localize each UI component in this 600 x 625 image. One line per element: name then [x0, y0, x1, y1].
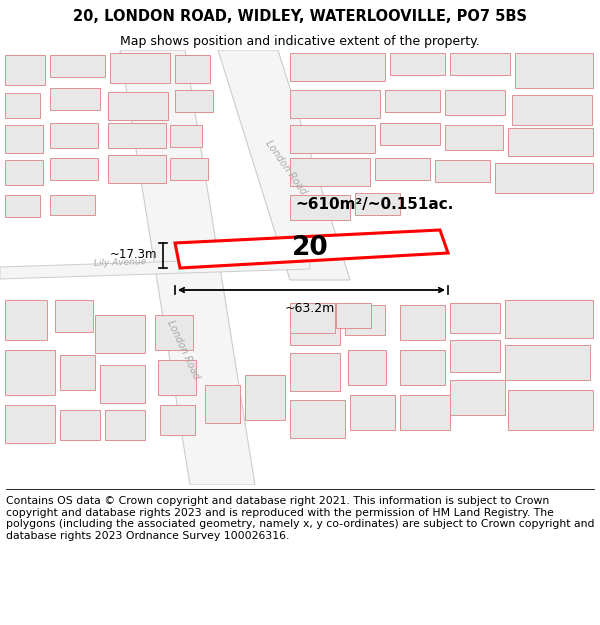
Polygon shape: [50, 158, 98, 180]
Polygon shape: [290, 310, 340, 345]
Polygon shape: [508, 390, 593, 430]
Polygon shape: [512, 95, 592, 125]
Polygon shape: [55, 300, 93, 332]
Polygon shape: [5, 93, 40, 118]
Polygon shape: [290, 125, 375, 153]
Text: London Road: London Road: [263, 138, 308, 196]
Polygon shape: [50, 195, 95, 215]
Polygon shape: [450, 380, 505, 415]
Polygon shape: [108, 123, 166, 148]
Text: 20: 20: [292, 235, 328, 261]
Polygon shape: [245, 375, 285, 420]
Polygon shape: [495, 163, 593, 193]
Polygon shape: [450, 53, 510, 75]
Polygon shape: [345, 305, 385, 335]
Polygon shape: [95, 315, 145, 353]
Polygon shape: [390, 53, 445, 75]
Polygon shape: [290, 90, 380, 118]
Text: Map shows position and indicative extent of the property.: Map shows position and indicative extent…: [120, 35, 480, 48]
Polygon shape: [170, 158, 208, 180]
Polygon shape: [5, 195, 40, 217]
Text: ~610m²/~0.151ac.: ~610m²/~0.151ac.: [296, 198, 454, 212]
Polygon shape: [505, 300, 593, 338]
Polygon shape: [290, 303, 335, 333]
Polygon shape: [175, 90, 213, 112]
Polygon shape: [108, 92, 168, 120]
Polygon shape: [50, 123, 98, 148]
Polygon shape: [450, 340, 500, 372]
Polygon shape: [218, 50, 350, 280]
Polygon shape: [445, 90, 505, 115]
Text: London Road: London Road: [165, 319, 201, 381]
Polygon shape: [290, 53, 385, 81]
Polygon shape: [290, 400, 345, 438]
Polygon shape: [290, 353, 340, 391]
Polygon shape: [108, 155, 166, 183]
Polygon shape: [5, 405, 55, 443]
Polygon shape: [400, 305, 445, 340]
Polygon shape: [175, 55, 210, 83]
Polygon shape: [5, 160, 43, 185]
Polygon shape: [400, 350, 445, 385]
Polygon shape: [336, 303, 371, 328]
Polygon shape: [380, 123, 440, 145]
Polygon shape: [5, 55, 45, 85]
Polygon shape: [155, 315, 193, 350]
Text: ~63.2m: ~63.2m: [285, 302, 335, 315]
Polygon shape: [120, 50, 255, 485]
Polygon shape: [105, 410, 145, 440]
Text: ~17.3m: ~17.3m: [110, 249, 157, 261]
Polygon shape: [5, 350, 55, 395]
Polygon shape: [5, 300, 47, 340]
Polygon shape: [348, 350, 386, 385]
Polygon shape: [350, 395, 395, 430]
Polygon shape: [355, 193, 400, 215]
Polygon shape: [110, 53, 170, 83]
Polygon shape: [60, 410, 100, 440]
Polygon shape: [50, 88, 100, 110]
Polygon shape: [445, 125, 503, 150]
Polygon shape: [515, 53, 593, 88]
Polygon shape: [170, 125, 202, 147]
Text: 20, LONDON ROAD, WIDLEY, WATERLOOVILLE, PO7 5BS: 20, LONDON ROAD, WIDLEY, WATERLOOVILLE, …: [73, 9, 527, 24]
Polygon shape: [508, 128, 593, 156]
Text: Lily Avenue: Lily Avenue: [94, 258, 146, 268]
Polygon shape: [450, 303, 500, 333]
Polygon shape: [290, 195, 350, 220]
Polygon shape: [160, 405, 195, 435]
Polygon shape: [0, 257, 310, 279]
Polygon shape: [158, 360, 196, 395]
Polygon shape: [50, 55, 105, 77]
Polygon shape: [505, 345, 590, 380]
Polygon shape: [5, 125, 43, 153]
Polygon shape: [375, 158, 430, 180]
Polygon shape: [100, 365, 145, 403]
Polygon shape: [400, 395, 450, 430]
Polygon shape: [435, 160, 490, 182]
Polygon shape: [290, 158, 370, 186]
Polygon shape: [385, 90, 440, 112]
Polygon shape: [175, 230, 448, 268]
Polygon shape: [60, 355, 95, 390]
Text: Contains OS data © Crown copyright and database right 2021. This information is : Contains OS data © Crown copyright and d…: [6, 496, 595, 541]
Polygon shape: [205, 385, 240, 423]
